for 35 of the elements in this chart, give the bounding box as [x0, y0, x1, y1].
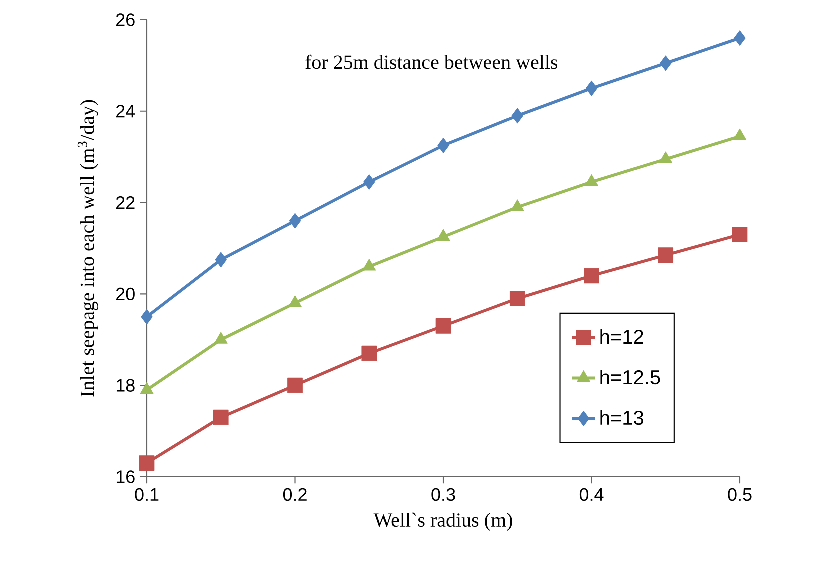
point	[732, 227, 748, 242]
y-tick-label: 18	[116, 379, 135, 392]
point	[660, 56, 672, 72]
y-tick-label: 22	[116, 196, 135, 210]
point	[139, 456, 155, 471]
point	[213, 410, 229, 426]
point	[289, 213, 302, 229]
x-tick-label: 0.3	[432, 488, 456, 502]
point	[584, 268, 600, 284]
point	[288, 378, 303, 394]
point	[436, 318, 452, 334]
point	[215, 252, 227, 268]
point	[512, 108, 524, 124]
legend-label: h=12.5	[600, 370, 660, 385]
point	[438, 138, 450, 154]
x-tick-label: 0.4	[580, 488, 604, 502]
legend-label: h=12	[600, 329, 644, 344]
point	[658, 248, 674, 264]
x-tick-label: 0.1	[135, 488, 159, 502]
x-tick-label: 0.5	[728, 488, 752, 502]
x-axis-title: Well`s radius (m)	[374, 512, 512, 532]
y-tick-label: 16	[116, 470, 135, 484]
point	[141, 309, 153, 325]
point	[364, 174, 376, 190]
annotation: for 25m distance between wells	[306, 54, 558, 70]
y-tick-label: 20	[116, 288, 135, 301]
x-tick-label: 0.2	[283, 488, 307, 502]
point	[510, 291, 526, 306]
y-tick-label: 26	[116, 14, 135, 26]
y-tick-label: 24	[116, 105, 136, 118]
point	[362, 346, 378, 362]
legend-label: h=13	[600, 410, 644, 426]
point	[734, 30, 746, 46]
y-axis-title: Inlet seepage into each well (m$^{3}$/day)	[78, 100, 98, 397]
point	[586, 80, 598, 96]
